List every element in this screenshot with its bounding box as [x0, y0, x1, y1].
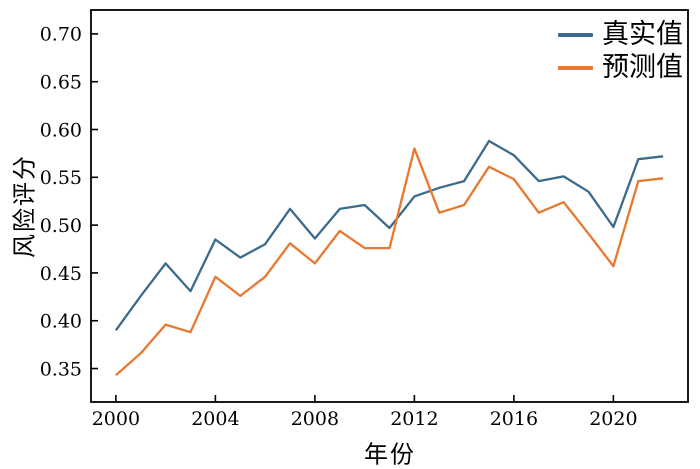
- y-axis-label: 风险评分: [10, 154, 39, 258]
- x-tick-label: 2000: [92, 408, 140, 430]
- legend-line-actual-icon: [558, 32, 593, 37]
- y-tick-label: 0.40: [40, 311, 82, 333]
- y-tick-label: 0.50: [40, 215, 82, 237]
- x-tick-label: 2004: [191, 408, 239, 430]
- y-tick-label: 0.45: [40, 263, 82, 285]
- legend: 真实值 预测值: [558, 18, 683, 84]
- y-tick-label: 0.60: [40, 119, 82, 141]
- legend-item-predicted: 预测值: [558, 51, 683, 84]
- x-tick-label: 2020: [589, 408, 637, 430]
- legend-line-predicted-icon: [558, 65, 593, 70]
- legend-label-actual: 真实值: [602, 19, 683, 50]
- x-tick-label: 2012: [390, 408, 438, 430]
- y-tick-label: 0.65: [40, 72, 82, 94]
- y-tick-label: 0.55: [40, 167, 82, 189]
- axes-frame: [90, 9, 689, 403]
- y-tick-label: 0.35: [40, 358, 82, 380]
- legend-item-actual: 真实值: [558, 18, 683, 51]
- x-axis-label: 年份: [364, 440, 416, 469]
- series-line-predicted: [115, 147, 664, 377]
- series-line-actual: [114, 139, 664, 331]
- legend-label-predicted: 预测值: [602, 52, 683, 83]
- y-tick-label: 0.70: [40, 24, 82, 46]
- x-tick-label: 2008: [291, 408, 339, 430]
- x-tick-label: 2016: [490, 408, 538, 430]
